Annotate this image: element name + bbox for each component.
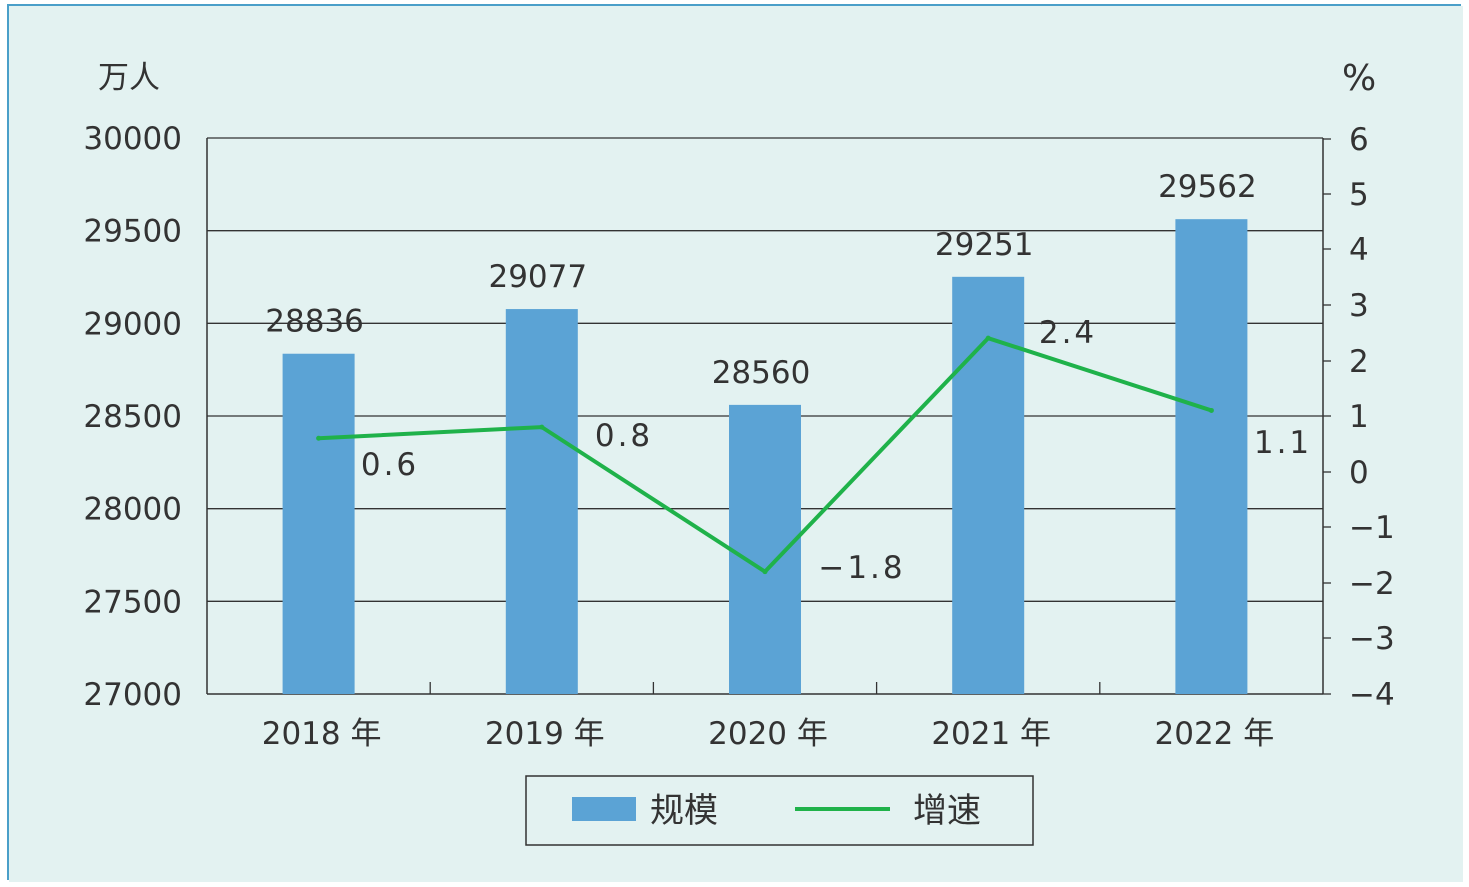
right-tick-label: 2 [1349,344,1369,380]
x-category-label: 2021 年 [931,716,1051,752]
left-tick-label: 30000 [83,121,182,157]
bar [729,404,801,694]
growth-point [316,435,322,441]
right-tick-label: 6 [1349,122,1369,158]
bar [282,353,355,694]
growth-point [985,335,991,341]
left-tick-label: 28500 [83,399,182,435]
left-tick-label: 29500 [83,214,182,250]
growth-point [762,569,768,575]
line-value-label: 0.8 [595,418,653,454]
right-tick-label: 0 [1349,455,1369,491]
right-tick-label: −3 [1349,621,1395,657]
growth-point [1208,407,1214,413]
line-value-label: 0.6 [361,447,419,483]
x-category-label: 2020 年 [708,716,828,752]
chart-frame: 30000 29500 29000 28500 28000 27500 27000 6 5 4 3 2… [7,4,1463,882]
bar-value-label: 29251 [935,227,1034,263]
right-tick-label: 3 [1349,288,1369,324]
left-tick-label: 29000 [83,306,182,342]
legend-bar-label: 规模 [650,791,718,831]
bar-value-label: 28560 [712,355,811,391]
legend-line-label: 增速 [913,791,981,831]
left-tick-label: 28000 [83,492,182,528]
right-tick-label: 4 [1349,232,1369,268]
line-value-label: −1.8 [818,550,905,586]
right-tick-label: 1 [1349,399,1369,435]
x-category-label: 2022 年 [1155,716,1275,752]
left-tick-label: 27000 [83,677,182,713]
x-category-label: 2018 年 [262,716,382,752]
bar [505,309,578,694]
bar-value-label: 29562 [1158,169,1257,205]
growth-point [539,424,545,430]
line-value-label: 1.1 [1254,425,1312,461]
legend-bar-swatch [572,797,636,821]
bar-value-label: 29077 [488,259,587,295]
line-value-label: 2.4 [1039,315,1097,351]
right-axis-unit: % [1342,58,1376,99]
right-tick-label: −1 [1349,510,1395,546]
right-tick-label: −4 [1349,677,1395,713]
bar-line-chart: 30000 29500 29000 28500 28000 27500 27000 6 5 4 3 2… [9,6,1463,882]
right-tick-label: 5 [1349,177,1369,213]
bar-value-label: 28836 [265,304,364,340]
right-tick-label: −2 [1349,566,1395,602]
left-tick-label: 27500 [83,584,182,620]
bar [1175,219,1248,694]
x-category-label: 2019 年 [485,716,605,752]
left-axis-unit: 万人 [98,60,160,96]
legend-box [525,775,1034,846]
